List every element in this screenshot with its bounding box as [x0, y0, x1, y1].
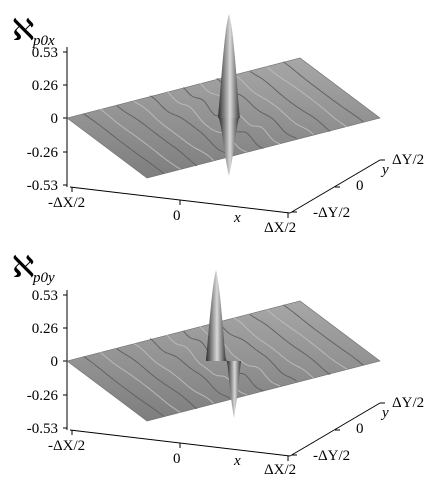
surface-ripple-line [116, 348, 198, 410]
surface-ripple-line [133, 343, 214, 404]
surface-ripple-line [149, 95, 231, 156]
panel-bottom-negative-peak [227, 361, 241, 418]
panel-top-x-axis-label: x [233, 210, 241, 226]
panel-bottom-x-axis-label: x [233, 453, 241, 469]
panel-top-z-tick-label: 0.53 [32, 45, 58, 61]
panel-top-x-tick-label: -ΔX/2 [48, 195, 85, 211]
panel-top-z-ticks: 0.53 0.26 0 -0.26 -0.53 [27, 45, 67, 194]
panel-bottom-z-tick-label: 0.26 [32, 321, 59, 337]
panel-top-z-tick-label: -0.53 [27, 178, 58, 194]
panel-bottom-z-ticks: 0.53 0.26 0 -0.26 -0.53 [27, 288, 67, 437]
surface-ripple-line [283, 61, 364, 123]
surface-ripple-line [100, 351, 181, 413]
panel-top-negative-peak [219, 118, 239, 176]
surface-ripple-line [266, 66, 347, 128]
panel-bottom-z-tick-label: 0.53 [32, 288, 58, 304]
panel-top-x-tick-label: ΔX/2 [264, 220, 296, 236]
surface-ripple-line [233, 74, 314, 135]
surface-ripple-line [133, 100, 214, 161]
panel-top-z-tick-label: -0.26 [27, 145, 59, 161]
panel-bottom-x-tick-label: 0 [173, 451, 181, 467]
panel-top-y-tick-label: 0 [356, 178, 364, 194]
panel-top-y-axis-label: y [380, 162, 389, 178]
panel-bottom-y-tick-label: -ΔY/2 [313, 448, 350, 464]
panel-bottom-subscript: p0y [32, 270, 55, 286]
panel-bottom-x-tick-label: -ΔX/2 [48, 438, 85, 454]
panel-top-y-tick-label: ΔY/2 [392, 152, 424, 168]
panel-top: ℵ p0x 0.53 0.26 0 -0.26 -0.53 [12, 14, 424, 236]
surface-ripple-line [216, 321, 298, 382]
surface-ripple-line [249, 314, 331, 375]
panel-top-z-tick-label: 0.26 [32, 78, 59, 94]
panel-top-z-tick-label: 0 [51, 111, 59, 127]
panel-top-positive-peak [218, 14, 240, 118]
panel-top-surface-ripples [83, 61, 364, 174]
panel-bottom-positive-peak [206, 270, 226, 361]
surface-ripple-line [233, 317, 314, 379]
surface-ripple-line [149, 338, 231, 399]
panel-bottom-z-tick-label: -0.53 [27, 421, 58, 437]
panel-bottom-y-tick-label: ΔY/2 [392, 395, 424, 411]
surface-ripple-line [100, 108, 181, 170]
panel-bottom-y-tick-label: 0 [356, 421, 364, 437]
panel-top-symbol: ℵ [12, 14, 34, 47]
surface-ripple-line [283, 304, 364, 366]
panel-bottom-symbol: ℵ [12, 251, 34, 284]
surface-ripple-line [249, 71, 331, 132]
panel-bottom-z-tick-label: 0 [51, 354, 59, 370]
surface-ripple-line [199, 82, 281, 145]
panel-top-y-tick-label: -ΔY/2 [313, 205, 350, 221]
surface-ripple-line [83, 113, 164, 174]
panel-bottom-y-axis-label: y [380, 405, 389, 421]
panel-bottom-x-tick-label: ΔX/2 [264, 462, 296, 477]
surface-ripple-line [83, 356, 164, 417]
panel-top-subscript: p0x [32, 33, 55, 49]
panel-top-x-tick-label: 0 [173, 208, 181, 224]
surface-ripple-line [116, 105, 198, 167]
panel-bottom: ℵ p0y 0.53 0.26 0 -0.26 -0.53 [12, 251, 424, 477]
panel-bottom-z-tick-label: -0.26 [27, 388, 59, 404]
surface-ripple-line [266, 309, 347, 370]
